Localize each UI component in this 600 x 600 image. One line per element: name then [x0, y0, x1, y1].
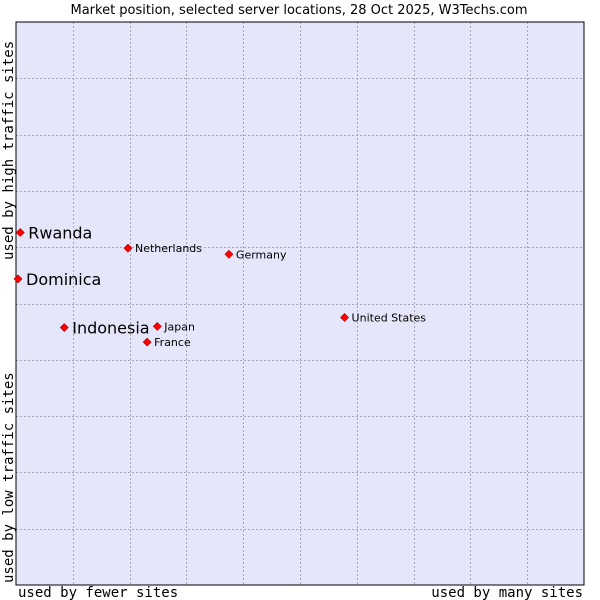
point-dominica: Dominica [13, 270, 101, 289]
point-united-states: United States [340, 311, 427, 324]
point-label-dominica: Dominica [26, 270, 101, 289]
point-marker-dominica [13, 274, 23, 284]
point-marker-france [142, 337, 152, 347]
y-axis-label-bottom: used by low traffic sites [1, 372, 17, 583]
point-label-france: France [154, 336, 191, 349]
x-axis-label-right: used by many sites [431, 585, 583, 600]
data-points: Rwanda Dominica Indonesia Netherlands German… [13, 224, 427, 349]
plot-border [15, 21, 585, 586]
grid-lines [16, 22, 584, 585]
point-france: France [142, 336, 191, 349]
x-axis-label-left: used by fewer sites [18, 585, 178, 600]
point-marker-netherlands [123, 243, 133, 253]
point-marker-germany [224, 249, 234, 259]
point-indonesia: Indonesia [59, 319, 150, 338]
point-label-japan: Japan [163, 320, 195, 333]
y-axis-label-top: used by high traffic sites [1, 41, 17, 260]
point-label-germany: Germany [236, 248, 287, 261]
chart-title: Market position, selected server locatio… [70, 3, 527, 18]
point-label-united-states: United States [352, 311, 427, 324]
point-rwanda: Rwanda [15, 224, 92, 243]
point-germany: Germany [224, 248, 287, 261]
point-netherlands: Netherlands [123, 242, 202, 255]
point-japan: Japan [152, 320, 195, 333]
point-marker-rwanda [15, 228, 25, 237]
point-label-rwanda: Rwanda [28, 224, 92, 243]
point-label-netherlands: Netherlands [135, 242, 202, 255]
point-marker-united-states [340, 313, 349, 322]
point-label-indonesia: Indonesia [72, 319, 149, 338]
point-marker-japan [152, 321, 162, 331]
point-marker-indonesia [59, 323, 69, 332]
